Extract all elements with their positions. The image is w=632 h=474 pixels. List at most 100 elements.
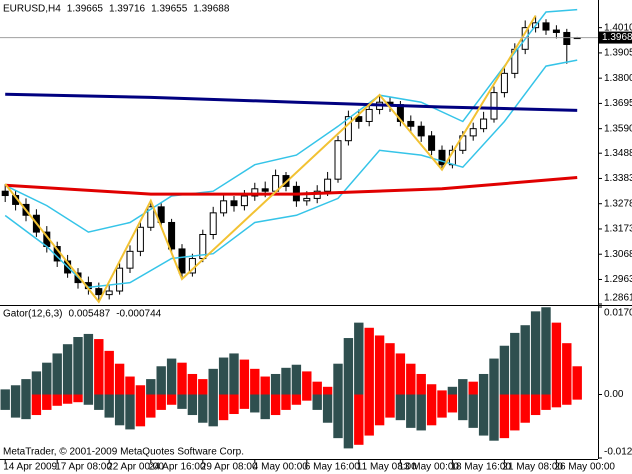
candle-body [552,29,560,33]
gator-bar [468,381,478,395]
gator-bar [385,394,395,418]
header-text: 1.39655 [151,4,188,15]
gator-bar [572,394,582,400]
gator-bar [489,358,499,395]
gator-bar [395,353,406,395]
gator-bar [177,394,187,409]
gator-bar [104,350,114,395]
header-text: 1.39716 [109,4,146,15]
overlay-line [4,59,578,289]
candle-body [261,188,269,192]
gator-bar [218,394,229,421]
gator-bar [322,394,333,423]
gator-bar [499,394,510,439]
overlay-line [4,8,578,233]
candle-body [147,206,155,228]
gator-bar [312,381,322,395]
candle-body [105,290,113,296]
y-tick-label: 1.29630 [604,274,632,285]
gator-bar [73,394,83,403]
candle-body [251,188,259,197]
gator-bar [42,394,52,410]
x-tick-label: 22 Apr 00:00 [107,462,164,473]
gator-bar [302,371,312,395]
gator-bar [478,373,489,395]
gator-bar [447,386,458,395]
x-tick-label: 24 Apr 16:00 [149,462,206,473]
candle-body [480,118,488,130]
x-tick-label: 26 May 00:00 [554,462,615,473]
y-tick-label: 1.34880 [604,148,632,159]
candle-body [417,125,425,137]
gator-bar [468,394,478,428]
gator-bar [135,394,146,427]
gator-bar [156,366,166,395]
gator-bar [562,343,572,395]
copyright: MetaTrader, © 2001-2009 MetaQuotes Softw… [3,447,244,458]
gator-bar [426,394,437,426]
y-tick-label: 1.28610 [604,293,632,304]
bid-label: 1.39688 [602,32,632,43]
gator-bar [198,379,208,395]
overlay-line [4,15,537,304]
gator-bar [146,394,156,418]
gator-bar [94,394,104,410]
candle-body [407,120,415,127]
candle-body [95,288,103,296]
gator-bar [187,373,198,395]
y-tick-label: 0.00 [604,389,624,400]
gator-bar [416,373,426,395]
header-text: 0.005487 [68,309,110,320]
candle-body [469,128,477,137]
gator-bar [530,394,541,416]
y-tick-label: 1.31730 [604,224,632,235]
candle-body [324,178,332,192]
gator-bar [520,325,530,395]
gator-bar [291,394,302,405]
gator-bar [177,362,187,395]
gator-bar [530,311,541,395]
gator-bar [426,384,437,395]
gator-bar [374,394,385,426]
gator-bar [135,385,146,395]
candle-body [157,206,165,223]
gator-bar [125,376,135,395]
candle-body [563,31,571,45]
gator-bar [510,332,520,395]
bid-label-box [599,31,632,44]
header-text: 1.39688 [193,4,230,15]
gator-bar [146,379,156,395]
gator-bar [114,394,125,426]
header-text: Gator(12,6,3) [3,309,62,320]
candle-body [500,72,508,94]
gator-bar [395,394,406,421]
gator-bar [281,394,291,410]
candle-body [334,140,342,180]
gator-bar [114,363,125,395]
gator-bar [333,394,343,439]
x-tick-label: 17 Apr 08:00 [55,462,112,473]
gator-bar [406,363,416,395]
x-tick-label: 21 May 08:00 [502,462,563,473]
x-tick-label: 11 May 08:00 [357,462,417,473]
gator-bar [385,343,395,395]
gator-bar [406,394,416,428]
gator-bar [31,371,42,395]
gator-bar [198,394,208,423]
overlay-line [5,92,578,112]
gator-bar [270,373,281,395]
candle-body [344,116,352,142]
y-tick-label: 0.017047 [604,308,632,319]
candle-body [365,108,373,122]
gator-bar [364,327,374,395]
gator-bar [478,394,489,436]
candle-body [355,116,363,122]
x-tick-label: 14 Apr 2009 [3,462,57,473]
x-tick-label: 4 May 00:00 [253,462,308,473]
gator-bar [10,394,21,418]
candle-body [209,212,217,235]
gator-bar [73,337,83,395]
gator-bar [354,394,364,445]
candle-body [1,190,9,197]
